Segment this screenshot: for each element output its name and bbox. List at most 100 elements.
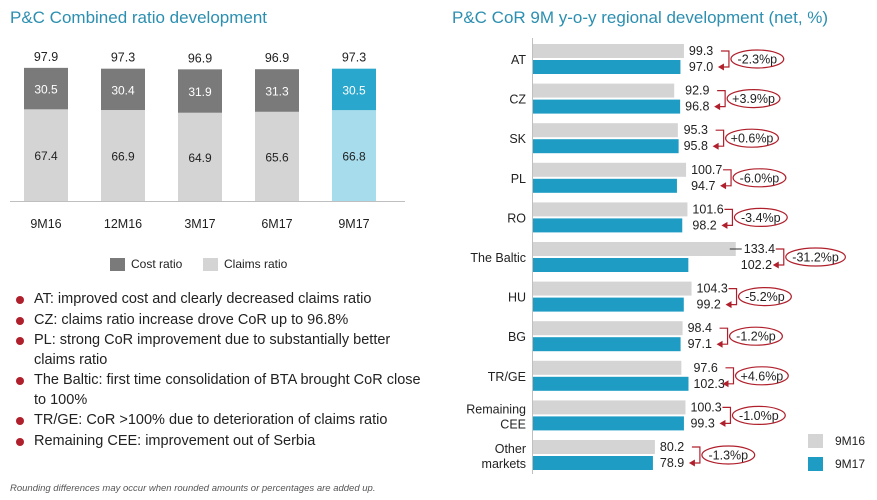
bar-9m16 [533, 83, 675, 98]
legend-9m17: 9M17 [808, 457, 865, 471]
change-label: -1.2%p [736, 330, 776, 344]
region-label: AT [511, 53, 526, 67]
bar-9m17 [533, 416, 684, 431]
cost-bar [332, 68, 376, 111]
legend-cost-label: Cost ratio [131, 257, 183, 271]
value-label-9m17: 98.2 [692, 218, 716, 232]
value-label-9m17: 96.8 [685, 100, 709, 114]
bullet-item: TR/GE: CoR >100% due to deterioration of… [14, 411, 434, 431]
bullet-item: CZ: claims ratio increase drove CoR up t… [14, 311, 434, 331]
cost-value-label: 30.5 [34, 83, 58, 97]
cost-bar [255, 69, 299, 112]
change-label: -1.3%p [708, 449, 748, 463]
change-label: +3.9%p [732, 92, 775, 106]
change-arrowhead [688, 459, 695, 467]
legend-9m16-label: 9M16 [835, 434, 866, 448]
bar-9m16 [533, 202, 688, 217]
bullet-item: Remaining CEE: improvement out of Serbia [14, 432, 434, 452]
cost-bar [101, 68, 145, 111]
region-label: Other [495, 442, 526, 456]
legend-9m17-label: 9M17 [835, 457, 866, 471]
change-badge [737, 287, 792, 307]
change-label: -2.3%p [738, 53, 778, 67]
change-arrowhead [721, 221, 728, 229]
change-label: -5.2%p [745, 290, 785, 304]
claims-bar [178, 112, 222, 201]
change-arrow [720, 50, 730, 68]
bar-9m17 [533, 60, 681, 74]
change-badge [785, 247, 846, 267]
claims-value-label: 64.9 [188, 151, 212, 165]
claims-value-label: 65.6 [265, 150, 289, 164]
value-label-9m16: 101.6 [692, 202, 723, 216]
change-arrowhead [719, 419, 726, 427]
total-value-label: 96.9 [188, 51, 212, 65]
change-arrow [691, 446, 701, 464]
change-label: +4.6%p [741, 369, 784, 383]
legend-claims: Claims ratio [203, 257, 287, 271]
region-label: RO [507, 211, 526, 225]
bar-9m17 [533, 178, 677, 193]
region-label: HU [508, 291, 526, 305]
bar-9m16 [533, 400, 686, 415]
change-arrowhead [714, 103, 721, 111]
total-value-label: 96.9 [265, 51, 289, 65]
value-label-9m17: 102.3 [693, 377, 724, 391]
total-value-label: 97.9 [34, 50, 58, 64]
bar-9m17 [533, 337, 681, 352]
bar-9m17 [533, 456, 653, 470]
value-label-9m16: 80.2 [660, 440, 684, 454]
bar-9m16 [533, 321, 683, 336]
category-label: 9M16 [30, 217, 61, 231]
footnote: Rounding differences may occur when roun… [10, 483, 376, 494]
commentary-list: AT: improved cost and clearly decreased … [14, 290, 434, 452]
region-label: TR/GE [488, 370, 526, 384]
claims-value-label: 66.9 [111, 150, 135, 164]
bar-9m16 [533, 242, 736, 256]
bar-9m17 [533, 258, 689, 272]
change-arrow [728, 288, 738, 306]
total-value-label: 97.3 [342, 51, 366, 65]
bar-9m17 [533, 376, 689, 391]
change-arrow [723, 169, 732, 187]
region-label: markets [482, 457, 526, 471]
change-arrowhead [772, 261, 779, 269]
change-badge [734, 366, 789, 386]
change-label: -31.2%p [792, 251, 839, 265]
region-label: Remaining [466, 402, 526, 416]
value-label-9m17: 78.9 [660, 456, 684, 470]
value-label-9m16: 97.6 [693, 361, 717, 375]
legend-9m16-swatch [808, 434, 823, 448]
total-value-label: 97.3 [111, 51, 135, 65]
claims-value-label: 67.4 [34, 149, 58, 163]
claims-bar [255, 111, 299, 201]
value-label-9m16: 95.3 [684, 123, 708, 137]
region-label: CEE [500, 417, 526, 431]
legend-cost-swatch [110, 257, 125, 271]
bullet-item: PL: strong CoR improvement due to substa… [14, 331, 434, 370]
bar-9m16 [533, 123, 678, 138]
bar-9m17 [533, 139, 679, 154]
change-label: +0.6%p [731, 132, 774, 146]
region-label: BG [508, 330, 526, 344]
region-label: CZ [509, 93, 526, 107]
legend-claims-label: Claims ratio [224, 257, 288, 271]
change-badge [732, 168, 787, 188]
change-label: -6.0%p [740, 171, 780, 185]
bar-9m17 [533, 218, 683, 233]
claims-bar [332, 110, 376, 201]
change-arrow [719, 327, 729, 345]
change-arrowhead [712, 142, 719, 150]
change-badge [701, 445, 756, 465]
cost-bar [178, 69, 222, 113]
left-chart-title: P&C Combined ratio development [10, 8, 268, 27]
region-label: The Baltic [470, 251, 526, 265]
bar-9m16 [533, 281, 692, 296]
cost-value-label: 31.3 [265, 85, 289, 99]
change-label: -3.4%p [741, 211, 781, 225]
cost-bar [24, 67, 68, 110]
change-arrow [725, 367, 735, 385]
change-arrow [717, 90, 726, 108]
